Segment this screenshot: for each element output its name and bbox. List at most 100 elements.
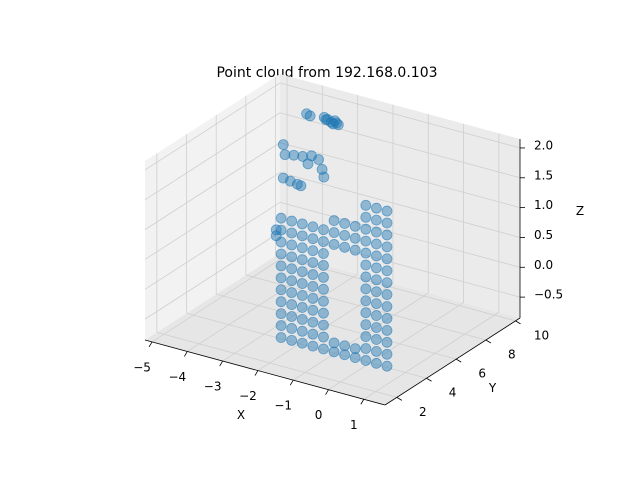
point — [360, 199, 372, 211]
x-tick-label: 1 — [350, 418, 358, 432]
point — [275, 260, 287, 272]
point — [296, 337, 308, 349]
y-tick-label: 4 — [449, 386, 457, 400]
point — [307, 281, 319, 292]
grid-line — [279, 142, 521, 209]
point — [381, 324, 393, 336]
point — [307, 257, 319, 268]
point — [307, 269, 319, 280]
point — [318, 224, 329, 236]
point — [360, 343, 372, 354]
point — [371, 298, 382, 310]
point — [328, 215, 340, 226]
x-axis-line — [144, 339, 386, 406]
point — [328, 239, 340, 250]
point — [296, 242, 308, 254]
point — [318, 260, 329, 271]
point — [302, 158, 314, 170]
point — [349, 343, 361, 355]
point — [279, 149, 291, 161]
point — [307, 316, 319, 328]
point — [275, 332, 287, 343]
point — [296, 302, 308, 313]
point — [371, 322, 382, 333]
point — [371, 286, 382, 298]
point — [275, 320, 287, 331]
x-tick-label: −5 — [133, 360, 151, 374]
point — [360, 331, 372, 342]
tick-mark — [219, 360, 223, 367]
tick-mark — [485, 339, 492, 344]
point — [275, 248, 287, 260]
point — [318, 236, 329, 247]
point — [286, 323, 298, 334]
grid-line — [279, 112, 521, 179]
point — [349, 244, 361, 256]
point — [296, 218, 308, 230]
point — [371, 202, 382, 214]
point — [286, 215, 298, 227]
tick-mark — [515, 320, 521, 325]
x-tick-label: −1 — [274, 399, 292, 413]
point — [360, 355, 372, 366]
grid-line — [144, 201, 281, 290]
point — [381, 229, 393, 241]
y-tick-label: 2 — [419, 405, 427, 419]
point — [360, 211, 372, 223]
point — [307, 340, 319, 352]
y-tick-label: 10 — [534, 328, 549, 342]
point — [371, 238, 382, 250]
point — [307, 221, 319, 233]
point — [360, 235, 372, 247]
point — [349, 232, 361, 244]
point — [296, 254, 308, 266]
point — [381, 253, 393, 265]
point — [349, 352, 361, 363]
point — [381, 289, 393, 300]
point — [286, 287, 298, 299]
point — [318, 271, 329, 283]
point — [313, 154, 324, 165]
point — [381, 360, 393, 372]
point — [296, 313, 308, 325]
point — [339, 218, 351, 229]
point — [296, 266, 308, 278]
point — [296, 290, 308, 301]
point — [286, 239, 298, 251]
point — [381, 241, 393, 253]
point — [304, 110, 316, 122]
grid-line — [144, 172, 281, 260]
point — [318, 331, 329, 343]
point — [349, 220, 361, 232]
z-axis-title: Z — [576, 204, 584, 218]
point — [296, 230, 308, 242]
point — [275, 296, 287, 308]
point — [320, 114, 332, 126]
grid-line — [279, 172, 521, 238]
point — [270, 230, 282, 242]
y-axis-title: Y — [488, 381, 497, 395]
x-tick-label: −3 — [204, 380, 222, 394]
grid-line — [144, 231, 281, 320]
grid-line — [156, 331, 397, 398]
point — [371, 357, 382, 369]
y-tick-label: 8 — [508, 347, 516, 361]
point — [360, 307, 372, 319]
point — [307, 304, 319, 316]
floor-pane — [145, 253, 520, 405]
point — [371, 310, 382, 321]
grid-line — [144, 82, 281, 171]
z-tick-label: 0.0 — [534, 258, 553, 272]
point — [381, 265, 393, 277]
x-axis-title: X — [237, 408, 245, 422]
grid-line — [279, 201, 521, 268]
chart-title: Point cloud from 192.168.0.103 — [216, 65, 437, 81]
point — [286, 311, 298, 322]
y-tick-label: 6 — [478, 367, 486, 381]
point — [296, 278, 308, 289]
point — [328, 227, 340, 238]
point — [275, 308, 287, 320]
point — [318, 248, 329, 259]
point — [371, 345, 382, 357]
point — [275, 284, 287, 296]
